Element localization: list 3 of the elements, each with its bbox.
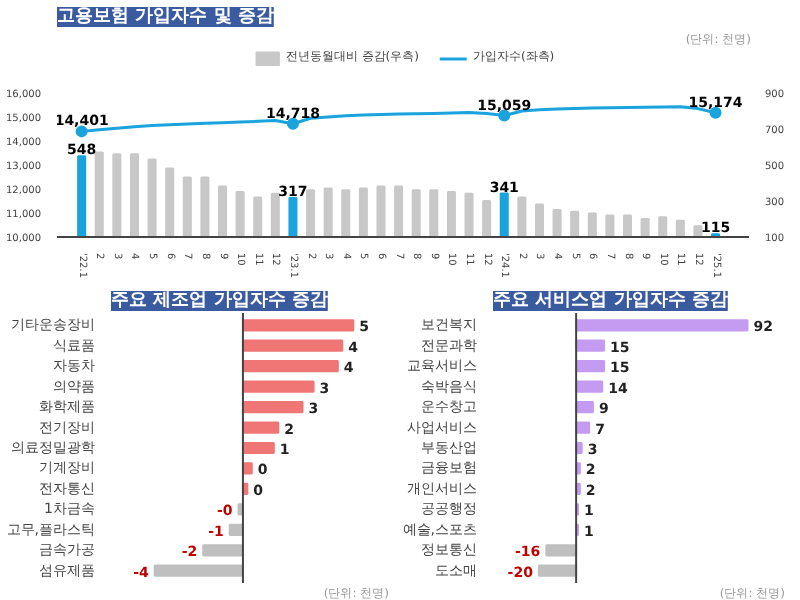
chart-title: 주요 제조업 가입자수 증감 bbox=[111, 291, 328, 311]
chart-title: 주요 서비스업 가입자수 증감 bbox=[493, 291, 728, 311]
chart-title: 고용보험 가입자수 및 증감 bbox=[57, 7, 274, 27]
